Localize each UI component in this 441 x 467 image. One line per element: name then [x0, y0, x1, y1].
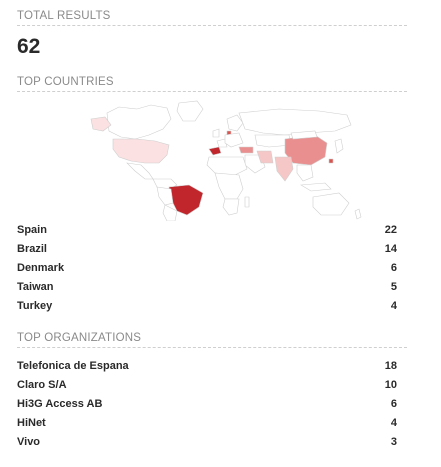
map-region-central-africa [214, 172, 244, 200]
map-region-turkey [238, 146, 254, 154]
map-region-iran [256, 150, 274, 164]
list-item[interactable]: Spain 22 [17, 220, 407, 239]
map-region-madagascar [244, 196, 250, 208]
country-count: 4 [390, 299, 397, 312]
map-region-central-europe [224, 132, 244, 148]
organization-count: 3 [390, 435, 397, 448]
top-organizations-heading: TOP ORGANIZATIONS [17, 332, 407, 348]
map-region-japan [334, 138, 344, 154]
map-region-russia [238, 108, 352, 136]
organization-count: 10 [384, 378, 397, 391]
country-count: 6 [390, 261, 397, 274]
country-name: Taiwan [17, 280, 54, 293]
top-countries-heading: TOP COUNTRIES [17, 76, 407, 92]
organization-count: 6 [390, 397, 397, 410]
map-region-north-africa [206, 156, 248, 176]
organization-name: Claro S/A [17, 378, 67, 391]
list-item[interactable]: Brazil 14 [17, 239, 407, 258]
country-name: Brazil [17, 242, 47, 255]
map-region-indonesia [300, 182, 332, 192]
map-region-india [274, 156, 294, 182]
map-region-spain [208, 146, 222, 156]
map-region-canada [106, 104, 172, 140]
map-region-taiwan [328, 158, 334, 164]
list-item[interactable]: Denmark 6 [17, 258, 407, 277]
total-results-count: 62 [17, 35, 41, 58]
map-region-kazakhstan [254, 134, 292, 148]
country-name: Spain [17, 223, 47, 236]
country-name: Turkey [17, 299, 53, 312]
map-region-new-zealand [354, 208, 362, 220]
map-region-mexico [126, 162, 154, 180]
list-item[interactable]: Telefonica de Espana 18 [17, 356, 407, 375]
list-item[interactable]: Claro S/A 10 [17, 375, 407, 394]
list-item[interactable]: Turkey 4 [17, 296, 407, 315]
organization-count: 4 [390, 416, 397, 429]
map-region-greenland [176, 100, 204, 122]
top-countries-list: Spain 22 Brazil 14 Denmark 6 Taiwan 5 Tu… [17, 220, 407, 315]
organization-name: Telefonica de Espana [17, 359, 129, 372]
map-region-usa [112, 138, 170, 164]
country-count: 14 [384, 242, 397, 255]
organization-count: 18 [384, 359, 397, 372]
list-item[interactable]: Taiwan 5 [17, 277, 407, 296]
list-item[interactable]: Vivo 3 [17, 432, 407, 451]
map-region-alaska [90, 116, 112, 132]
map-region-france [216, 138, 228, 148]
country-count: 5 [390, 280, 397, 293]
country-count: 22 [384, 223, 397, 236]
top-organizations-list: Telefonica de Espana 18 Claro S/A 10 Hi3… [17, 356, 407, 451]
total-results-heading: TOTAL RESULTS [17, 10, 407, 26]
country-name: Denmark [17, 261, 65, 274]
map-region-uk [212, 128, 220, 138]
organization-name: Hi3G Access AB [17, 397, 103, 410]
map-region-australia [312, 192, 350, 216]
map-region-peru-bolivia [156, 186, 174, 206]
list-item[interactable]: HiNet 4 [17, 413, 407, 432]
organization-name: Vivo [17, 435, 41, 448]
map-region-southeast-asia [296, 164, 314, 182]
map-region-south-africa [222, 198, 240, 216]
map-region-scandinavia [226, 114, 244, 132]
map-region-mongolia [290, 130, 318, 140]
organization-name: HiNet [17, 416, 46, 429]
map-region-argentina-chile [162, 204, 178, 221]
list-item[interactable]: Hi3G Access AB 6 [17, 394, 407, 413]
world-map [90, 100, 362, 221]
